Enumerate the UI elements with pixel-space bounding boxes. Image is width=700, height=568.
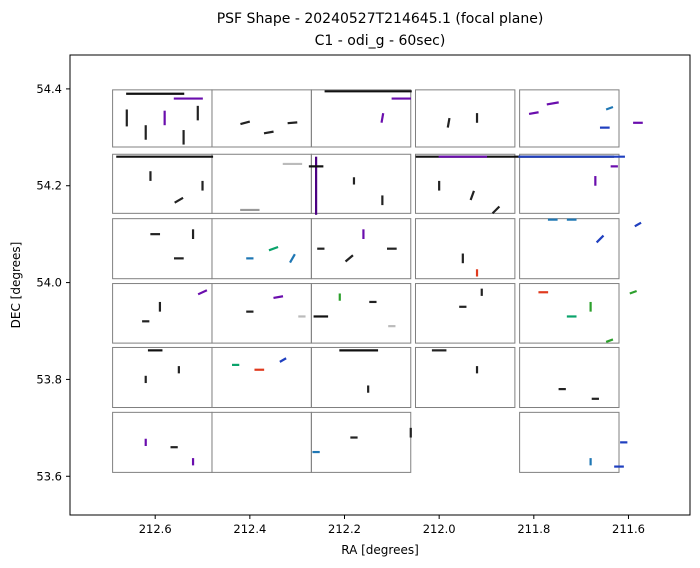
psf-segment-47 [344,254,354,263]
x-axis-label: RA [degrees] [341,543,419,557]
psf-segment-layer [116,90,643,468]
ccd-outline-r5-c4 [519,411,620,473]
ccd-outline-r0-c3 [414,89,516,148]
y-tick-label: 54.2 [36,179,62,193]
psf-segment-69 [605,338,614,343]
x-axis-ticks: 212.6 212.4 212.2 212.0 211.8 211.6 [139,515,645,536]
ccd-outline-r3-c3 [414,283,516,344]
ccd-outline-r5-c2 [310,411,412,473]
psf-segment-56 [197,289,208,296]
x-tick-label: 212.6 [139,522,172,536]
ccd-outline-r1-c4 [519,153,620,214]
psf-segment-52 [595,234,605,244]
psf-segment-16 [528,111,539,116]
y-tick-label: 53.6 [36,469,62,483]
y-tick-label: 54.0 [36,276,62,290]
x-tick-label: 212.2 [328,522,361,536]
psf-segment-41 [268,245,279,252]
x-tick-label: 211.6 [612,522,645,536]
y-tick-label: 53.8 [36,372,62,386]
ccd-outline-r4-c4 [519,346,620,409]
ccd-outline-r2-c2 [310,218,412,280]
ccd-outline-r3-c4 [519,283,620,344]
plot-frame [69,54,691,516]
ccd-outline-layer [112,89,620,473]
chart-subtitle: C1 - odi_g - 60sec) [315,33,446,49]
psf-segment-7 [240,120,251,126]
ccd-outline-r3-c2 [310,283,412,344]
y-axis-ticks: 53.6 53.8 54.0 54.2 54.4 [36,82,70,483]
ccd-outline-r4-c2 [310,346,412,409]
psf-segment-58 [273,295,284,300]
ccd-outline-r4-c3 [414,346,516,409]
x-tick-label: 211.8 [517,522,550,536]
psf-segment-9 [287,121,298,125]
ccd-outline-r1-c3 [414,153,516,214]
psf-segment-13 [446,117,451,128]
ccd-outline-r0-c2 [310,89,412,148]
psf-segment-35 [491,205,501,215]
x-tick-label: 212.0 [423,522,456,536]
chart-title: PSF Shape - 20240527T214645.1 (focal pla… [217,11,544,27]
psf-segment-8 [263,130,274,135]
psf-segment-15 [546,101,559,106]
ccd-outline-r2-c3 [414,218,516,280]
psf-segment-53 [634,221,642,228]
psf-segment-43 [289,253,296,264]
psf-segment-18 [605,105,614,111]
x-tick-label: 212.4 [233,522,266,536]
ccd-outline-r0-c4 [519,89,620,148]
psf-segment-75 [279,357,287,363]
psf-segment-22 [174,196,184,204]
ccd-outline-r1-c2 [310,153,412,214]
psf-segment-34 [469,190,475,201]
psf-segment-70 [629,289,637,295]
psf-segment-12 [380,112,385,123]
y-axis-label: DEC [degrees] [9,242,23,329]
y-tick-label: 54.4 [36,82,62,96]
